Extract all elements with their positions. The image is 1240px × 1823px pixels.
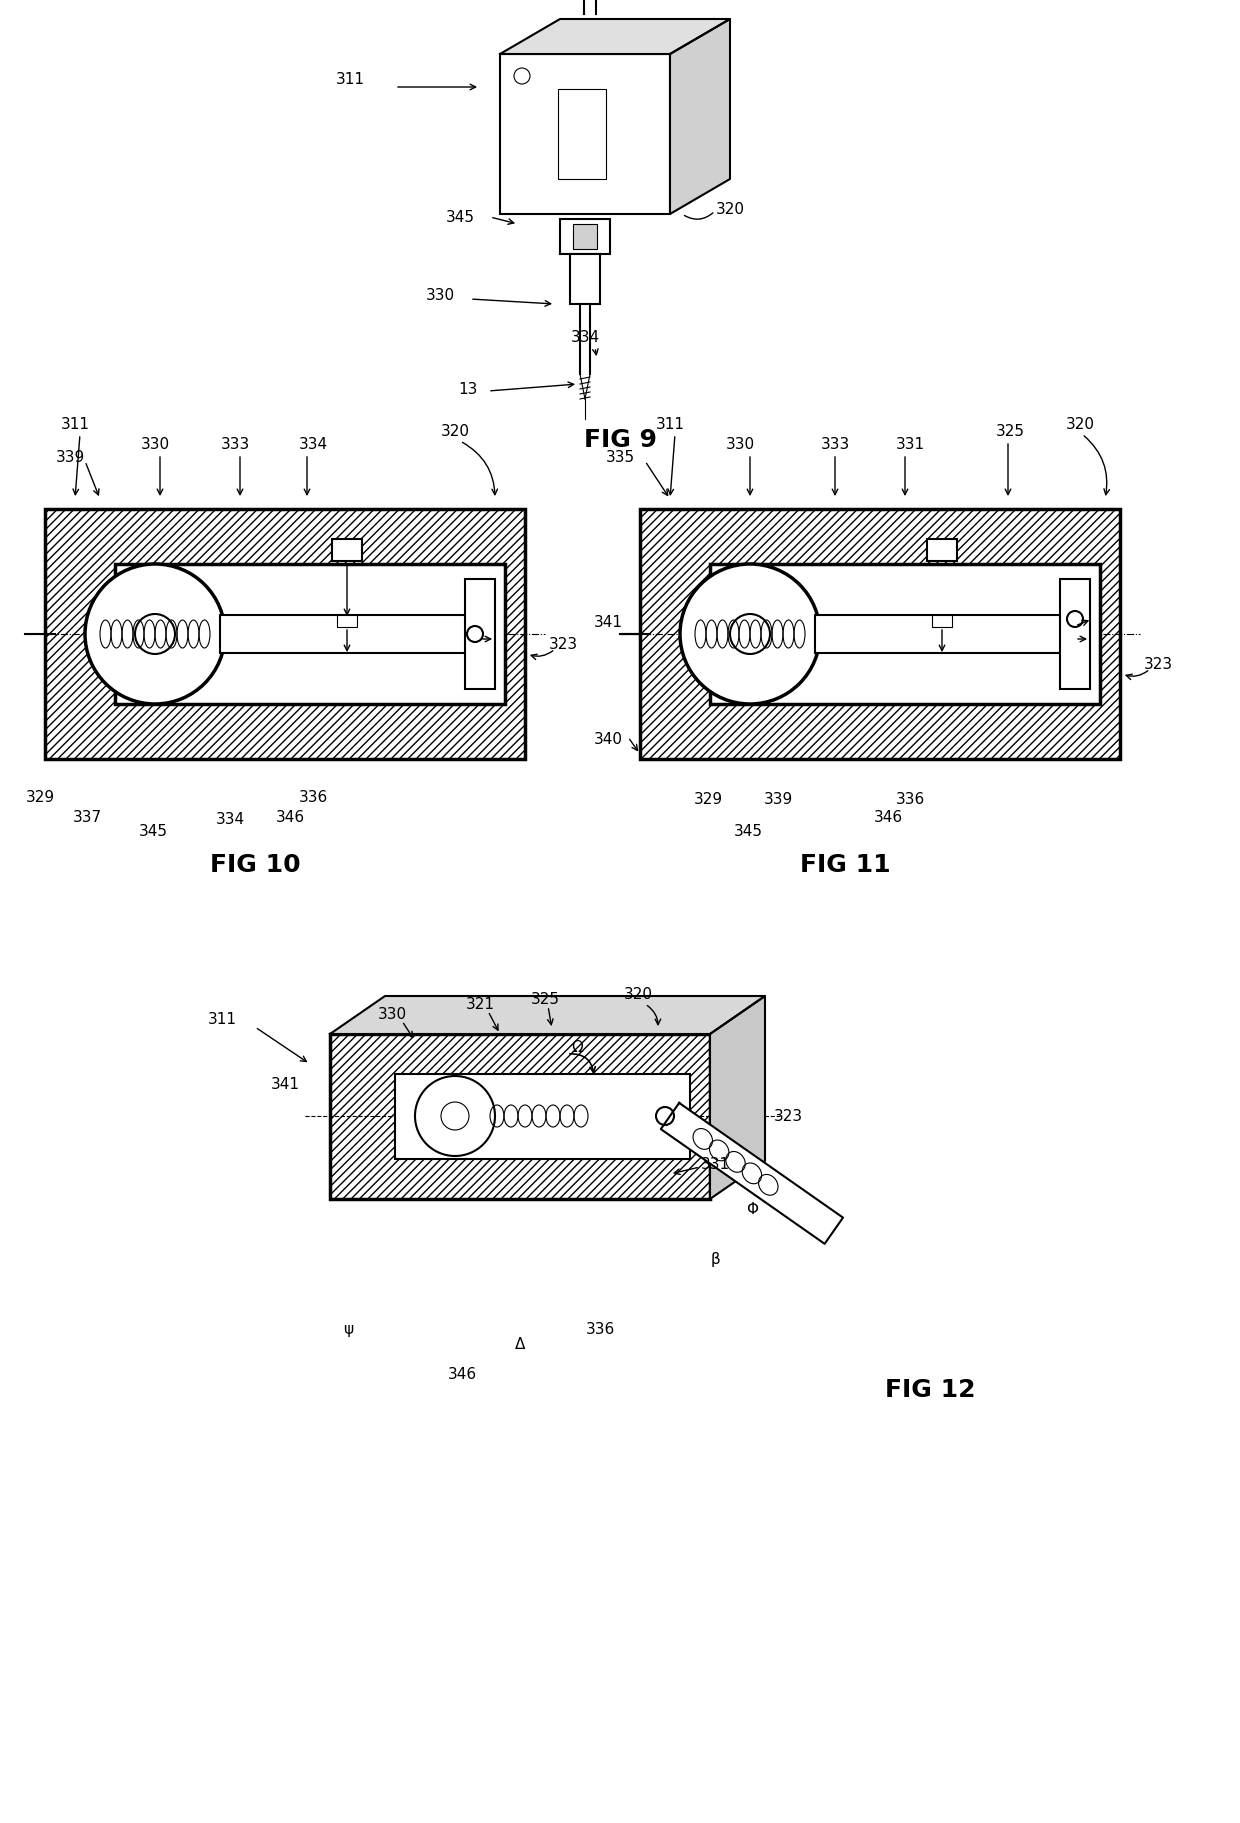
Text: 311: 311 [207,1012,237,1026]
Text: 325: 325 [996,425,1024,439]
Polygon shape [670,20,730,215]
Text: FIG 12: FIG 12 [885,1376,975,1402]
Text: 330: 330 [377,1006,407,1023]
Text: 320: 320 [624,986,652,1003]
Text: 334: 334 [570,330,600,345]
Polygon shape [500,20,730,55]
Text: 330: 330 [140,438,170,452]
Text: 346: 346 [448,1367,476,1382]
Text: 333: 333 [221,438,249,452]
Text: 329: 329 [26,789,55,806]
Bar [560,221,610,255]
Text: 323: 323 [548,638,578,653]
Text: Δ: Δ [515,1336,526,1353]
Circle shape [730,614,770,654]
Text: 323: 323 [774,1108,802,1125]
Text: FIG 9: FIG 9 [584,428,656,452]
Text: Φ: Φ [746,1201,758,1216]
Bar [115,565,505,706]
Text: 336: 336 [895,791,925,808]
Circle shape [415,1076,495,1156]
Text: 13: 13 [459,383,477,397]
Text: 337: 337 [72,809,102,826]
Text: 323: 323 [1143,656,1173,673]
Bar [1060,580,1090,689]
Bar [219,616,475,654]
Bar [396,1074,689,1159]
Text: 335: 335 [605,450,635,465]
Polygon shape [330,997,765,1034]
Text: β: β [711,1252,720,1267]
Text: 330: 330 [725,438,755,452]
Bar [558,89,606,180]
Circle shape [441,1103,469,1130]
Bar [815,616,1070,654]
Text: 345: 345 [445,210,475,226]
Circle shape [86,565,224,706]
Text: 346: 346 [873,809,903,826]
Text: 329: 329 [693,791,723,808]
Circle shape [135,614,175,654]
Polygon shape [711,997,765,1200]
Polygon shape [661,1103,843,1243]
Bar [711,565,1100,706]
Text: 340: 340 [594,733,622,747]
Text: 311: 311 [61,417,89,432]
Bar [337,616,357,627]
Text: 336: 336 [299,789,327,806]
Text: 336: 336 [585,1322,615,1336]
Text: 334: 334 [299,438,327,452]
Text: 325: 325 [531,992,559,1006]
Text: 320: 320 [440,425,470,439]
Text: 320: 320 [1065,417,1095,432]
Text: 341: 341 [594,614,622,631]
Bar [465,580,495,689]
Text: 345: 345 [139,824,167,839]
Bar [500,55,670,215]
Text: 320: 320 [715,202,744,217]
Text: Ω: Ω [572,1039,583,1056]
Text: FIG 10: FIG 10 [210,853,300,877]
Circle shape [680,565,820,706]
Text: 341: 341 [270,1077,300,1092]
Text: 334: 334 [216,811,244,828]
Text: 321: 321 [465,997,495,1012]
Text: 339: 339 [764,791,792,808]
Bar [932,616,952,627]
Text: 345: 345 [734,824,763,839]
Text: 333: 333 [821,438,849,452]
Text: 311: 311 [336,73,365,88]
Text: FIG 11: FIG 11 [800,853,890,877]
Text: ψ: ψ [343,1322,353,1336]
Text: 331: 331 [701,1158,729,1172]
Bar [570,255,600,304]
Text: 331: 331 [895,438,925,452]
Bar [928,540,957,561]
Text: 311: 311 [656,417,684,432]
Bar [45,510,525,760]
Text: 346: 346 [275,809,305,826]
Bar [332,540,362,561]
Bar [573,224,596,250]
Text: 339: 339 [56,450,84,465]
Bar [640,510,1120,760]
Text: 330: 330 [425,288,455,303]
Bar [330,1034,711,1200]
